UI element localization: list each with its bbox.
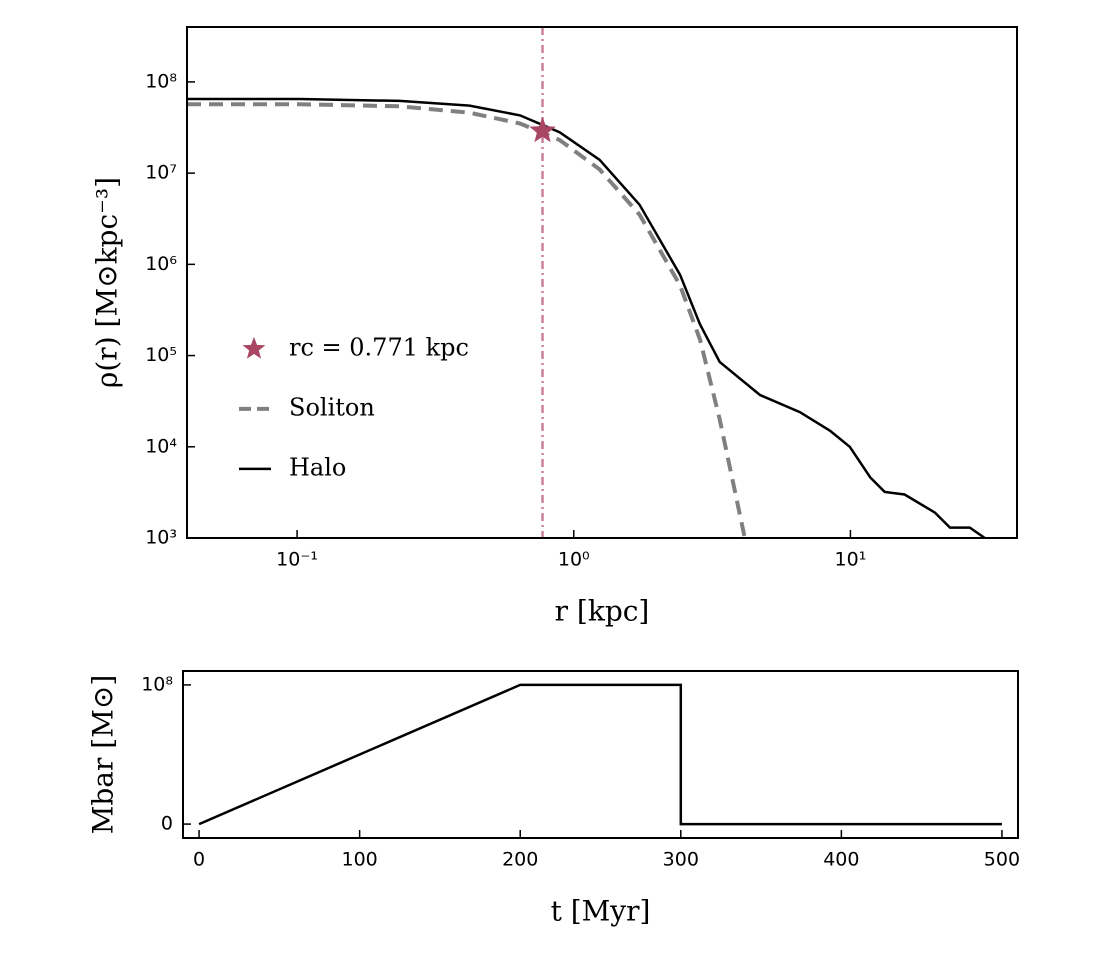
x-tick-label: 100 xyxy=(342,849,378,871)
y-tick-label: 10⁵ xyxy=(145,344,177,366)
legend-label: rc = 0.771 kpc xyxy=(289,333,469,361)
y-tick-label: 10⁴ xyxy=(145,435,177,457)
y-tick-label: 10⁸ xyxy=(141,673,173,695)
y-tick-label: 0 xyxy=(161,813,173,835)
line-series xyxy=(198,683,1002,826)
x-axis-label: t [Myr] xyxy=(551,895,651,928)
x-tick-label: 200 xyxy=(502,849,538,871)
y-axis-label: Mbar [M⊙] xyxy=(87,675,120,835)
legend-label: Halo xyxy=(289,453,346,481)
x-tick-label: 0 xyxy=(193,849,205,871)
y-tick-label: 10⁸ xyxy=(145,70,177,92)
legend-label: Soliton xyxy=(289,393,375,421)
legend-marker xyxy=(242,336,266,359)
y-axis-label: ρ(r) [M⊙kpc⁻³] xyxy=(91,177,124,388)
x-tick-label: 10¹ xyxy=(835,549,867,571)
plot-frame xyxy=(182,670,1019,839)
plot-frame xyxy=(186,26,1018,539)
x-tick-label: 300 xyxy=(663,849,699,871)
x-tick-label: 500 xyxy=(984,849,1020,871)
y-tick-label: 10³ xyxy=(145,527,177,549)
y-tick-label: 10⁶ xyxy=(145,253,177,275)
x-tick-label: 10⁻¹ xyxy=(276,549,318,571)
line-series xyxy=(187,97,986,538)
x-tick-label: 10⁰ xyxy=(558,549,590,571)
y-tick-label: 10⁷ xyxy=(145,162,177,184)
star-marker xyxy=(529,117,556,143)
line-series xyxy=(187,102,747,538)
x-tick-label: 400 xyxy=(823,849,859,871)
x-axis-label: r [kpc] xyxy=(555,595,650,628)
